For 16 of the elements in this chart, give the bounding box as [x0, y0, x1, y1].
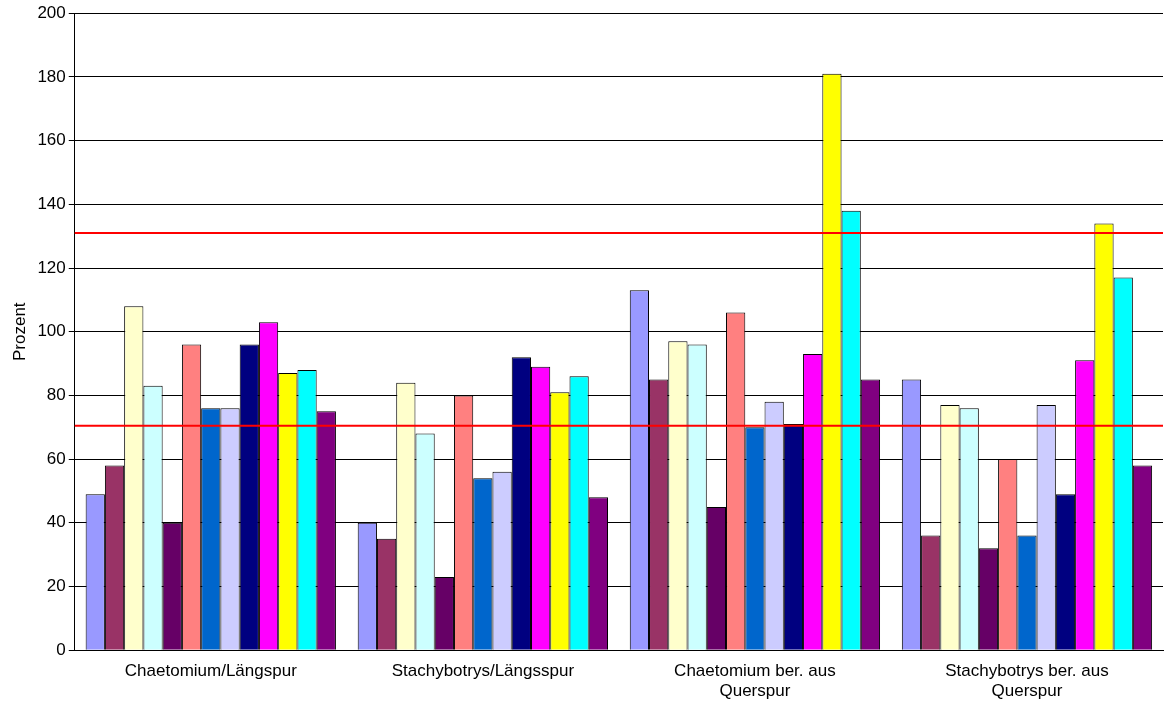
y-tick-label: 60 — [46, 448, 66, 468]
x-tick-label: Stachybotrys ber. aus Querspur — [945, 661, 1109, 701]
y-tick-label: 160 — [37, 130, 66, 150]
y-tick-label: 0 — [56, 639, 66, 659]
y-tick-label: 180 — [37, 66, 66, 86]
x-tick-label: Chaetomium/Längspur — [124, 661, 298, 681]
y-tick-label: 40 — [46, 512, 66, 532]
y-axis-title: Prozent — [9, 302, 29, 361]
y-tick-label: 120 — [37, 257, 66, 277]
y-tick-label: 100 — [37, 321, 66, 341]
x-tick-label: Stachybotrys/Längsspur — [391, 661, 575, 681]
x-tick-label: Chaetomium ber. aus Querspur — [674, 661, 836, 701]
y-tick-label: 80 — [46, 385, 66, 405]
y-tick-label: 20 — [46, 576, 66, 596]
y-tick-label: 200 — [37, 2, 66, 22]
y-tick-label: 140 — [37, 193, 66, 213]
